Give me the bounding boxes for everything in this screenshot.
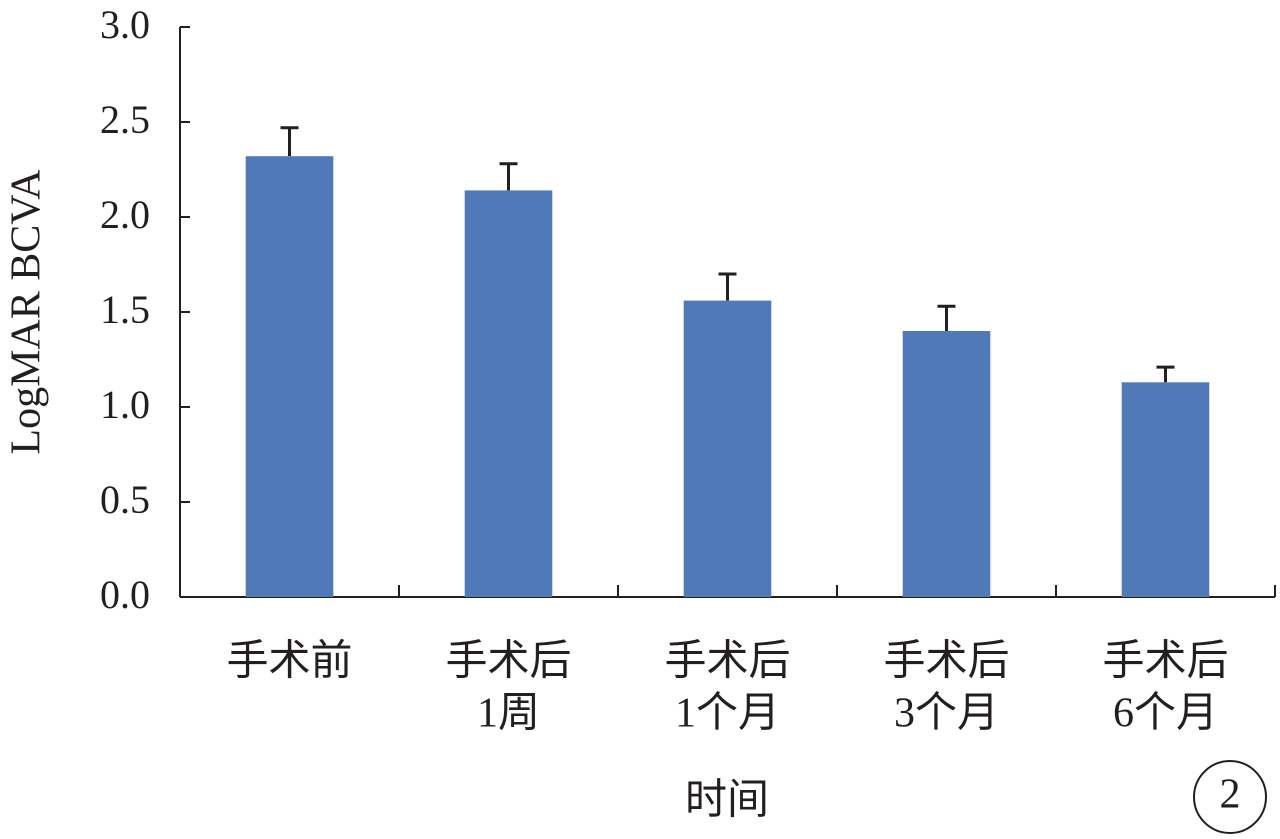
y-tick-label: 2.5 (100, 97, 150, 142)
bar (245, 156, 334, 597)
x-tick-label: 手术后 (883, 639, 1009, 685)
x-tick-label: 手术后 (1102, 639, 1228, 685)
x-tick-label: 1个月 (675, 691, 780, 737)
bar (464, 190, 553, 597)
y-axis-label: LogMAR BCVA (4, 169, 50, 455)
bar (1121, 382, 1210, 597)
x-tick-label: 手术前 (226, 639, 352, 685)
annotation: 2 (1220, 772, 1241, 818)
annotation-circle (1193, 760, 1267, 834)
x-tick-label: 手术后 (445, 639, 571, 685)
y-tick-label: 0.0 (100, 572, 150, 617)
x-tick-label: 1周 (477, 691, 540, 737)
y-tick-label: 1.5 (100, 287, 150, 332)
x-tick-label: 手术后 (664, 639, 790, 685)
y-tick-label: 3.0 (100, 2, 150, 47)
x-tick-label: 3个月 (894, 691, 999, 737)
x-axis-label: 时间 (685, 778, 769, 824)
bar (683, 300, 772, 597)
y-tick-label: 1.0 (100, 382, 150, 427)
y-tick-label: 0.5 (100, 477, 150, 522)
x-tick-label: 6个月 (1113, 691, 1218, 737)
y-tick-label: 2.0 (100, 192, 150, 237)
bar (902, 331, 991, 597)
